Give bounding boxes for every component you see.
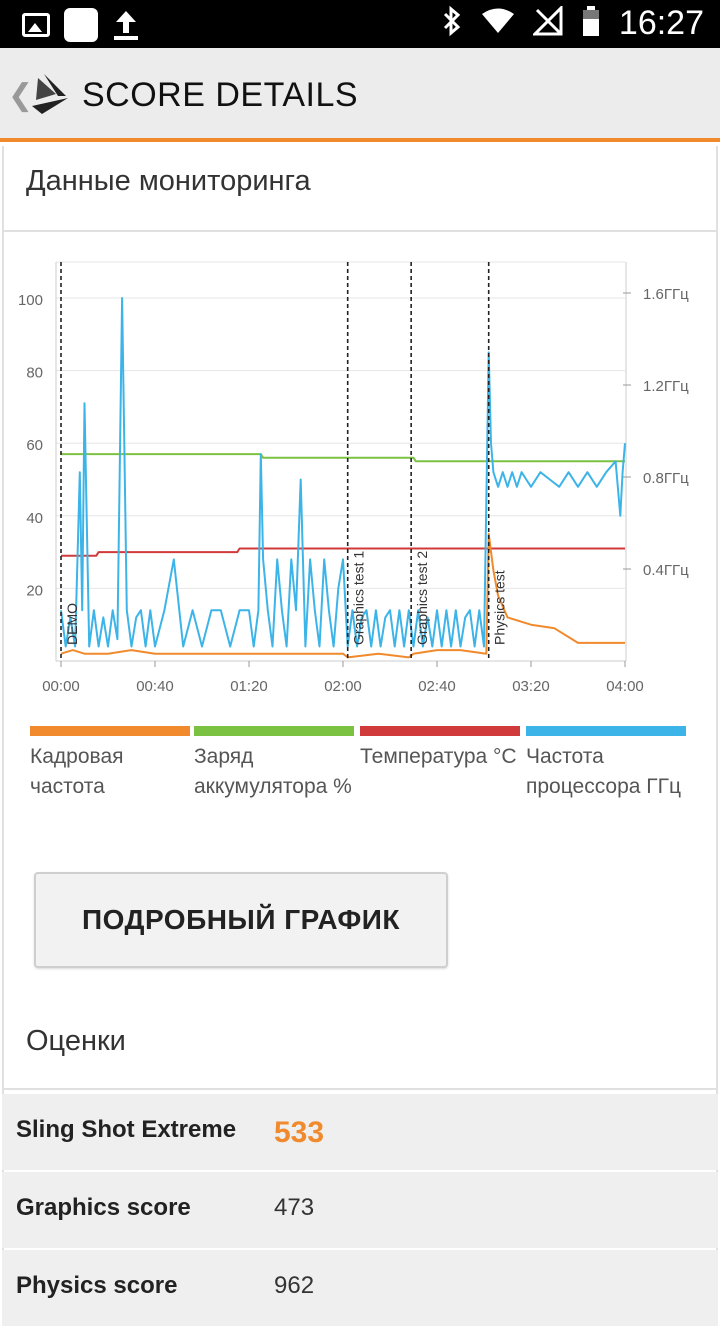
bluetooth-icon	[441, 5, 463, 42]
y-tick-label: 60	[26, 437, 43, 454]
legend-label: Заряд аккумулятора %	[194, 745, 352, 798]
marker-label: Graphics test 2	[414, 551, 430, 645]
legend-swatch	[360, 726, 520, 736]
monitoring-title: Данные мониторинга	[26, 165, 311, 197]
legend-item-cpu-frequency: Частота процессора ГГц	[526, 726, 686, 802]
series-line-0	[61, 453, 625, 463]
page-title: SCORE DETAILS	[82, 76, 359, 114]
x-tick-label: 03:20	[512, 678, 550, 695]
y-right-tick-label: 0.8ГГц	[643, 470, 689, 487]
detailed-chart-button[interactable]: ПОДРОБНЫЙ ГРАФИК	[34, 872, 448, 968]
y-tick-label: 40	[26, 510, 43, 527]
x-tick-label: 02:40	[418, 678, 456, 695]
y-right-tick-label: 1.6ГГц	[643, 286, 689, 303]
app-icon	[64, 8, 98, 42]
marker-label: DEMO	[64, 603, 80, 645]
score-row-graphics: Graphics score 473	[2, 1172, 718, 1248]
marker-label: Graphics test 1	[351, 551, 367, 645]
y-tick-label: 20	[26, 582, 43, 599]
legend-label: Частота процессора ГГц	[526, 745, 682, 798]
x-tick-label: 04:00	[606, 678, 644, 695]
y-right-tick-label: 0.4ГГц	[643, 562, 689, 579]
score-name: Physics score	[16, 1272, 178, 1299]
3dmark-logo-icon[interactable]	[28, 70, 72, 118]
content-panel	[2, 146, 718, 1280]
scores-title: Оценки	[26, 1025, 126, 1057]
legend-swatch	[30, 726, 190, 736]
legend-swatch	[194, 726, 354, 736]
legend-label: Кадровая частота	[30, 745, 124, 798]
divider	[2, 1088, 718, 1090]
legend-item-temperature: Температура °C	[360, 726, 520, 772]
x-tick-label: 01:20	[230, 678, 268, 695]
score-name: Sling Shot Extreme	[16, 1116, 237, 1143]
legend-swatch	[526, 726, 686, 736]
marker-label: Physics test	[492, 570, 508, 645]
score-row-physics: Physics score 962	[2, 1250, 718, 1326]
legend-item-framerate: Кадровая частота	[30, 726, 190, 802]
upload-icon	[112, 9, 140, 41]
monitoring-chart: 20 40 60 80 100 0.4ГГц 0.8ГГц 1.2ГГц 1.6ГГц 00:00…	[18, 261, 689, 695]
score-value: 962	[274, 1272, 315, 1299]
series-line-3	[60, 297, 626, 648]
app-bar: ❮ SCORE DETAILS	[0, 48, 720, 142]
y-tick-label: 80	[26, 365, 43, 382]
x-tick-label: 00:40	[136, 678, 174, 695]
legend-item-battery: Заряд аккумулятора %	[194, 726, 354, 802]
score-row-overall: Sling Shot Extreme 533	[2, 1094, 718, 1170]
score-value: 533	[274, 1116, 325, 1149]
score-name: Graphics score	[16, 1194, 191, 1221]
y-right-tick-label: 1.2ГГц	[643, 378, 689, 395]
y-tick-label: 100	[18, 292, 43, 309]
no-sim-icon	[531, 4, 563, 41]
series-line-1	[61, 547, 625, 557]
legend-label: Температура °C	[360, 745, 517, 768]
x-tick-label: 02:00	[324, 678, 362, 695]
clock: 16:27	[618, 4, 704, 42]
chevron-left-icon[interactable]: ❮	[8, 79, 34, 112]
score-value: 473	[274, 1194, 315, 1221]
divider	[2, 230, 718, 232]
x-tick-label: 00:00	[42, 678, 80, 695]
battery-icon	[581, 5, 601, 42]
image-icon	[22, 13, 50, 37]
status-bar: 16:27	[0, 0, 720, 48]
wifi-icon	[481, 7, 515, 40]
